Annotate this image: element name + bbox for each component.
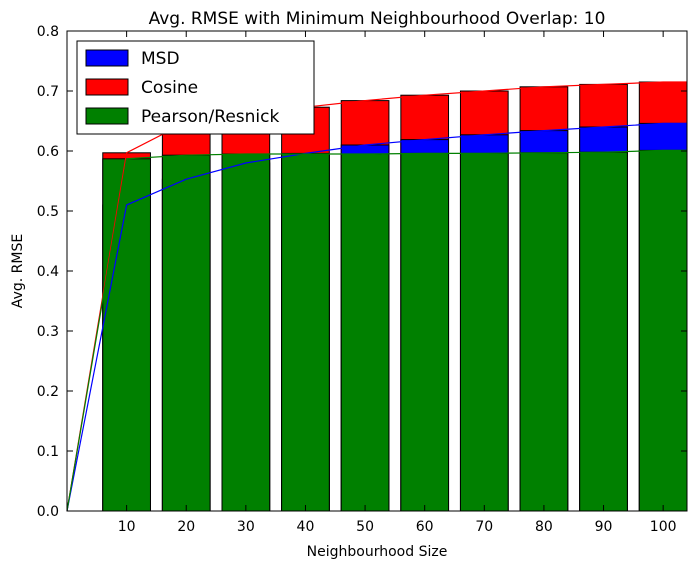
legend: MSD Cosine Pearson/Resnick	[76, 40, 315, 135]
x-tick-label: 50	[356, 519, 374, 535]
chart-title: Avg. RMSE with Minimum Neighbourhood Ove…	[149, 9, 606, 29]
y-tick-label: 0.5	[37, 204, 59, 220]
x-tick-label: 100	[650, 519, 677, 535]
x-tick-label: 10	[118, 519, 136, 535]
x-tick-label: 70	[475, 519, 493, 535]
ticks-layer: 0.0 0.1 0.2 0.3 0.4 0.5 0.6 0.7 0.8 10 20 30 40 50 60 7…	[37, 24, 687, 535]
legend-label-pearson-resnick: Pearson/Resnick	[141, 107, 279, 127]
legend-swatch-pearson-resnick	[85, 107, 129, 125]
bars-layer	[102, 81, 688, 512]
x-tick-label: 90	[595, 519, 613, 535]
x-tick-label: 80	[535, 519, 553, 535]
x-axis-label: Neighbourhood Size	[307, 544, 448, 560]
line-msd	[66, 122, 687, 512]
y-tick-label: 0.6	[37, 144, 59, 160]
legend-swatch-msd	[85, 49, 129, 67]
bar-pearson-resnick-100	[638, 149, 688, 512]
y-tick-label: 0.7	[37, 84, 59, 100]
legend-label-msd: MSD	[141, 49, 180, 69]
y-tick-label: 0.1	[37, 444, 59, 460]
x-tick-label: 40	[297, 519, 315, 535]
bar-pearson-resnick-70	[459, 152, 509, 512]
y-tick-label: 0.0	[37, 504, 59, 520]
y-tick-label: 0.8	[37, 24, 59, 40]
bar-pearson-resnick-10	[102, 158, 151, 512]
bar-pearson-resnick-90	[579, 151, 628, 512]
x-tick-label: 30	[237, 519, 255, 535]
line-pearson-resnick	[66, 149, 687, 512]
y-tick-label: 0.4	[37, 264, 59, 280]
bar-pearson-resnick-50	[340, 153, 390, 512]
bar-pearson-resnick-40	[281, 153, 330, 512]
y-tick-label: 0.3	[37, 324, 59, 340]
bar-pearson-resnick-30	[221, 153, 271, 512]
legend-label-cosine: Cosine	[141, 78, 198, 98]
legend-swatch-cosine	[85, 78, 129, 96]
bar-pearson-resnick-20	[161, 154, 211, 512]
x-tick-label: 60	[416, 519, 434, 535]
bar-pearson-resnick-80	[519, 152, 569, 512]
y-axis-label: Avg. RMSE	[10, 234, 26, 308]
bar-pearson-resnick-60	[400, 152, 450, 512]
y-tick-label: 0.2	[37, 384, 59, 400]
x-tick-label: 20	[177, 519, 195, 535]
